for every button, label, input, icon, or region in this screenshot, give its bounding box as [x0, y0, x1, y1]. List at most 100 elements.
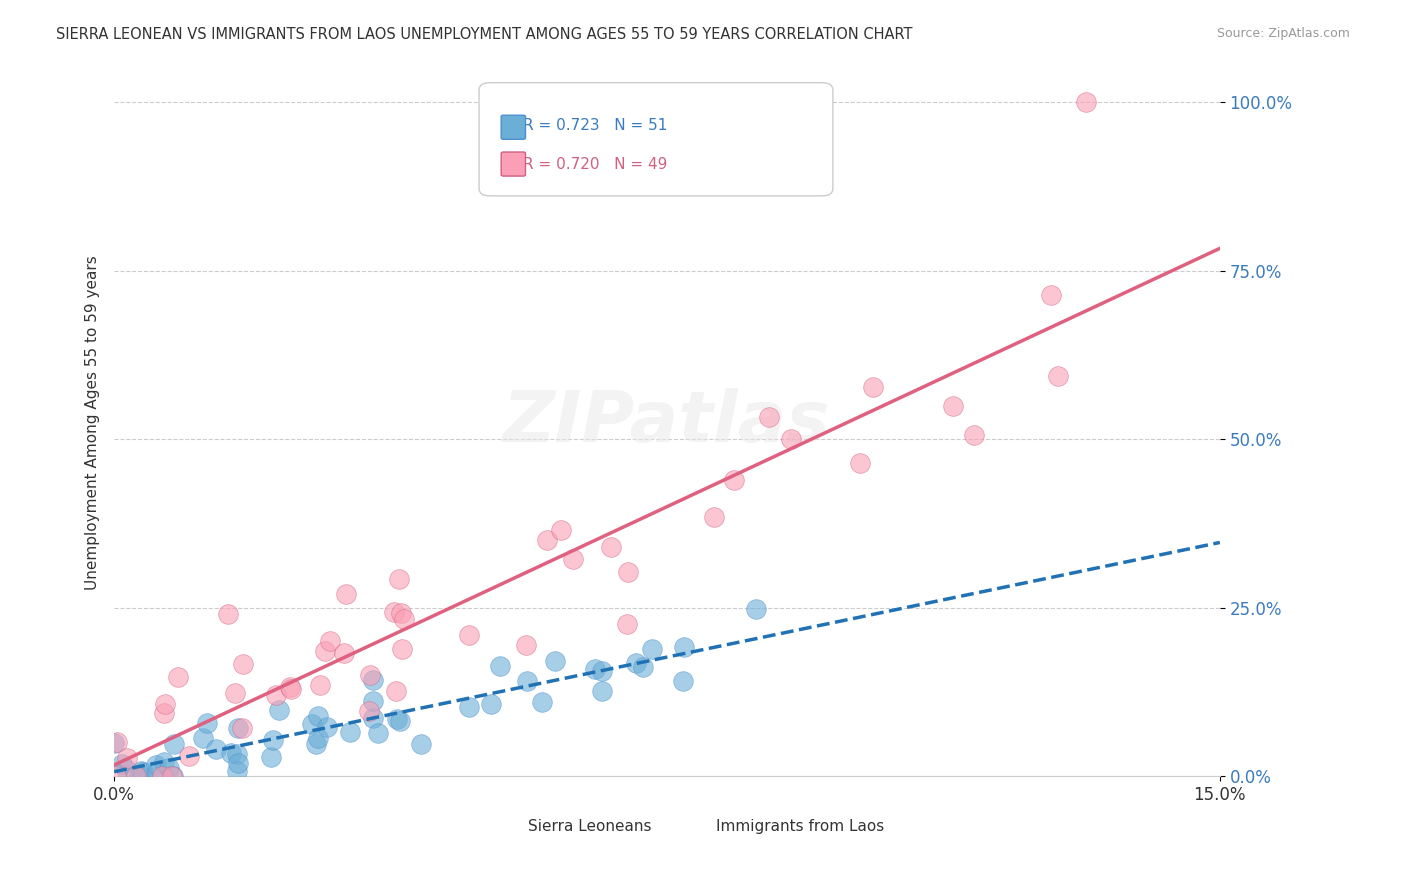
Point [177, 749, 200, 764]
FancyBboxPatch shape [479, 83, 832, 196]
Point [583, 662, 606, 676]
Point [125, 769, 148, 783]
Point [152, 706, 174, 721]
Point [226, 764, 249, 778]
Point [367, 726, 389, 740]
Point [228, 756, 250, 770]
Point [1039, 288, 1062, 302]
Point [385, 712, 408, 726]
FancyBboxPatch shape [501, 152, 526, 176]
Point [357, 704, 380, 718]
Point [745, 602, 768, 616]
Text: R = 0.720   N = 49: R = 0.720 N = 49 [523, 157, 668, 171]
Point [163, 737, 186, 751]
Point [942, 399, 965, 413]
Point [389, 606, 412, 620]
Y-axis label: Unemployment Among Ages 55 to 59 years: Unemployment Among Ages 55 to 59 years [86, 255, 100, 590]
Point [641, 642, 664, 657]
Point [264, 688, 287, 702]
Point [153, 755, 176, 769]
Point [155, 697, 177, 711]
Point [391, 641, 413, 656]
Point [849, 457, 872, 471]
Point [115, 751, 138, 765]
Point [224, 686, 246, 700]
Point [157, 761, 180, 775]
Point [385, 684, 408, 698]
Point [105, 769, 128, 783]
Point [780, 432, 803, 446]
Point [672, 640, 695, 654]
FancyBboxPatch shape [714, 810, 747, 830]
Point [962, 428, 984, 442]
Point [488, 658, 510, 673]
Point [103, 736, 125, 750]
Point [232, 657, 254, 671]
Point [544, 654, 567, 668]
Point [672, 673, 695, 688]
Point [193, 731, 215, 745]
Point [307, 731, 329, 746]
Point [307, 708, 329, 723]
Point [114, 762, 136, 776]
Point [382, 605, 405, 619]
Point [388, 572, 411, 586]
Text: R = 0.723   N = 51: R = 0.723 N = 51 [523, 118, 668, 133]
Point [624, 657, 647, 671]
Point [226, 721, 249, 735]
FancyBboxPatch shape [501, 115, 526, 139]
Text: ZIPatlas: ZIPatlas [503, 388, 831, 457]
Point [217, 607, 239, 622]
Point [631, 659, 654, 673]
Point [1046, 369, 1069, 384]
Point [301, 716, 323, 731]
Point [219, 746, 242, 760]
Point [145, 757, 167, 772]
Point [167, 670, 190, 684]
Point [152, 769, 174, 783]
Point [361, 673, 384, 688]
Point [758, 410, 780, 425]
Point [392, 612, 415, 626]
Point [315, 720, 337, 734]
Point [319, 634, 342, 648]
Point [616, 617, 638, 632]
Point [333, 647, 356, 661]
Point [409, 737, 432, 751]
Point [132, 765, 155, 780]
Point [339, 724, 361, 739]
Point [128, 769, 150, 783]
Point [260, 749, 283, 764]
Point [231, 721, 253, 735]
Point [1076, 95, 1098, 110]
Point [600, 540, 623, 554]
Point [591, 665, 613, 679]
Point [205, 741, 228, 756]
Point [703, 510, 725, 524]
Text: Sierra Leoneans: Sierra Leoneans [527, 819, 651, 834]
Text: Immigrants from Laos: Immigrants from Laos [716, 819, 884, 834]
Point [305, 737, 328, 751]
Point [262, 733, 284, 747]
Point [550, 523, 572, 537]
FancyBboxPatch shape [494, 810, 526, 830]
Text: SIERRA LEONEAN VS IMMIGRANTS FROM LAOS UNEMPLOYMENT AMONG AGES 55 TO 59 YEARS CO: SIERRA LEONEAN VS IMMIGRANTS FROM LAOS U… [56, 27, 912, 42]
Point [479, 697, 502, 711]
Point [516, 673, 538, 688]
Point [146, 766, 169, 780]
Point [309, 678, 332, 692]
Point [723, 473, 745, 487]
Point [457, 700, 479, 714]
Point [267, 703, 290, 717]
Point [226, 747, 249, 761]
Point [335, 586, 357, 600]
Point [105, 735, 128, 749]
Point [591, 683, 613, 698]
Point [162, 769, 184, 783]
Point [561, 551, 583, 566]
Point [457, 627, 479, 641]
Point [862, 380, 884, 394]
Point [361, 694, 384, 708]
Point [530, 696, 553, 710]
Text: Source: ZipAtlas.com: Source: ZipAtlas.com [1216, 27, 1350, 40]
